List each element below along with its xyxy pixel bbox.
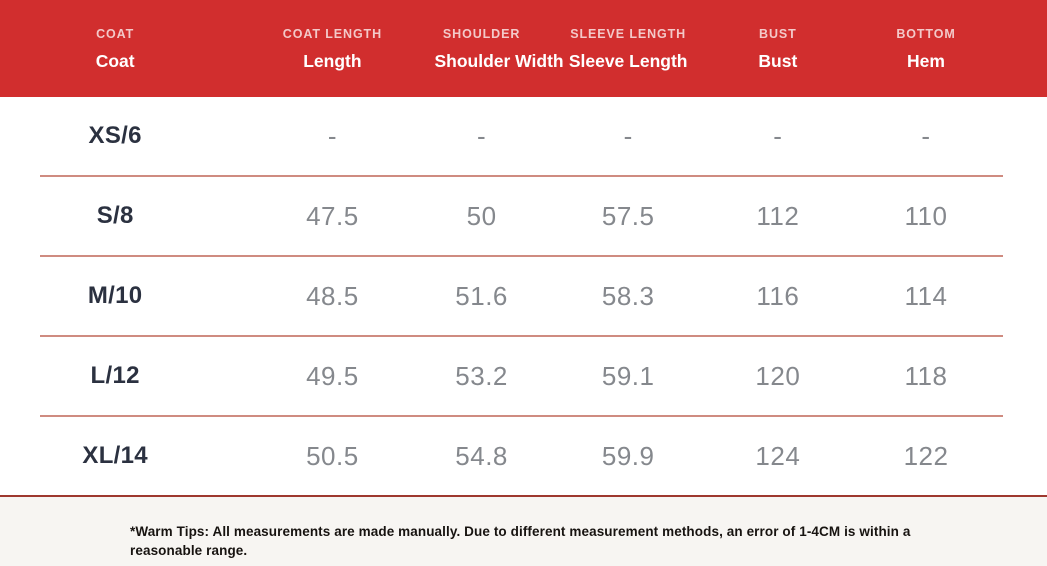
value-cell: 110 — [904, 200, 948, 231]
value-cell: - — [327, 120, 337, 151]
value-cell: 59.1 — [601, 360, 655, 391]
header-cell-1: COAT Coat — [0, 26, 230, 72]
value-cell: 53.2 — [455, 360, 508, 391]
value-cell: 57.5 — [601, 200, 655, 231]
value-cell: 112 — [756, 200, 800, 231]
header-cell-3: SHOULDER Shoulder Width — [434, 26, 564, 72]
header-bottom-label: Length — [303, 50, 362, 71]
value-cell: 124 — [755, 440, 801, 471]
header-top-label: COAT — [96, 26, 135, 41]
value-cell: 122 — [903, 440, 949, 471]
value-cell: 114 — [904, 280, 948, 311]
header-top-label: COAT LENGTH — [282, 26, 383, 41]
table-header: COAT Coat COAT LENGTH Length SHOULDER Shoulde… — [0, 0, 1047, 97]
warm-tips-note: *Warm Tips: All measurements are made ma… — [130, 524, 911, 558]
header-bottom-label: Hem — [907, 50, 945, 71]
value-cell: 120 — [755, 360, 801, 391]
header-bottom-label: Sleeve Length — [568, 50, 688, 71]
table-body: XS/6 - - - - - S/8 47.5 50 57.5 112 110 M/10 48.5 51.6… — [0, 97, 1047, 495]
table-row-l-12: L/12 49.5 53.2 59.1 120 118 — [0, 337, 1047, 415]
table-row-xs-6: XS/6 - - - - - — [0, 97, 1047, 175]
value-cell: - — [773, 120, 783, 151]
table-row-s-8: S/8 47.5 50 57.5 112 110 — [0, 177, 1047, 255]
value-cell: 50.5 — [306, 440, 359, 471]
value-cell: 59.9 — [601, 440, 655, 471]
value-cell: 49.5 — [306, 360, 359, 391]
size-label: L/12 — [90, 362, 140, 389]
table-row-m-10: M/10 48.5 51.6 58.3 116 114 — [0, 257, 1047, 335]
header-cell-6: BOTTOM Hem — [828, 26, 1024, 72]
value-cell: 54.8 — [455, 440, 508, 471]
value-cell: 118 — [904, 360, 948, 391]
header-bottom-label: Bust — [758, 50, 798, 71]
header-top-label: BOTTOM — [896, 26, 956, 41]
value-cell: 48.5 — [306, 280, 359, 311]
size-label: M/10 — [87, 282, 143, 309]
table-row-xl-14: XL/14 50.5 54.8 59.9 124 122 — [0, 417, 1047, 495]
value-cell: 116 — [756, 280, 800, 311]
row-separator — [40, 335, 1003, 337]
value-cell: 51.6 — [455, 280, 508, 311]
row-separator — [40, 415, 1003, 417]
value-cell: 50 — [466, 200, 497, 231]
header-top-label: SHOULDER — [442, 26, 521, 41]
header-bottom-label: Coat — [95, 50, 135, 71]
value-cell: 47.5 — [306, 200, 359, 231]
row-separator — [40, 255, 1003, 257]
header-cell-2: COAT LENGTH Length — [230, 26, 434, 72]
header-top-label: BUST — [759, 26, 797, 41]
value-cell: - — [623, 120, 633, 151]
value-cell: 58.3 — [601, 280, 655, 311]
value-cell: - — [921, 120, 931, 151]
size-label: S/8 — [96, 202, 134, 229]
footer: *Warm Tips: All measurements are made ma… — [0, 495, 1047, 566]
header-cell-4: SLEEVE LENGTH Sleeve Length — [529, 26, 728, 72]
size-label: XS/6 — [88, 122, 142, 149]
header-bottom-label: Shoulder Width — [434, 50, 564, 71]
value-cell: - — [477, 120, 487, 151]
size-label: XL/14 — [82, 442, 148, 469]
row-separator — [40, 175, 1003, 177]
header-top-label: SLEEVE LENGTH — [570, 26, 687, 41]
header-cell-5: BUST Bust — [728, 26, 829, 72]
